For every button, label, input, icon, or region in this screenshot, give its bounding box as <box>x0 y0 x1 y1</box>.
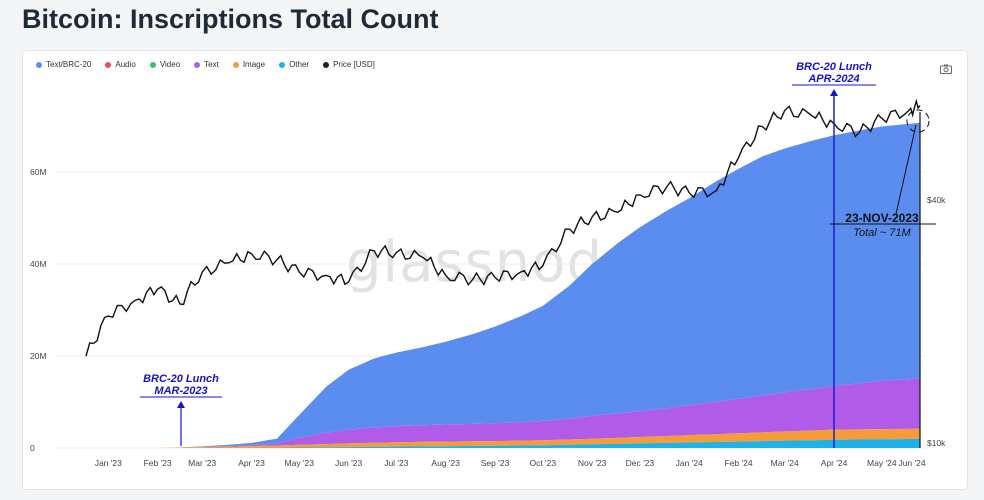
legend-swatch <box>232 61 239 68</box>
camera-icon[interactable] <box>940 64 952 74</box>
y-right-tick-label: $40k <box>927 195 946 205</box>
x-tick-label: Apr '24 <box>821 458 848 468</box>
x-tick-label: Dec '23 <box>626 458 655 468</box>
x-tick-label: Aug '23 <box>431 458 460 468</box>
price-line[interactable] <box>85 98 921 357</box>
legend-label: Other <box>289 60 310 69</box>
legend-swatch <box>105 61 112 68</box>
legend-item[interactable]: Video <box>149 60 181 69</box>
callout-total: Total ~ 71M <box>853 227 911 239</box>
legend-swatch <box>149 61 156 68</box>
legend-item[interactable]: Text/BRC-20 <box>36 60 91 69</box>
legend-item[interactable]: Other <box>279 60 309 69</box>
y-tick-label: 0 <box>30 443 35 453</box>
area-series <box>86 122 920 449</box>
y-tick-label: 60M <box>30 167 47 177</box>
legend-swatch <box>36 61 42 68</box>
area-text[interactable] <box>86 378 920 448</box>
legend-item[interactable]: Text <box>194 60 219 69</box>
x-tick-label: Oct '23 <box>529 458 556 468</box>
page-title: Bitcoin: Inscriptions Total Count <box>22 4 439 34</box>
x-tick-label: Jun '24 <box>898 458 925 468</box>
x-tick-label: May '23 <box>285 458 315 468</box>
x-tick-label: Mar '24 <box>771 458 799 468</box>
annotation-brc20-2024-line1: BRC-20 Lunch <box>796 61 872 73</box>
annotation-brc20-2024-line2: APR-2024 <box>807 73 859 85</box>
x-tick-label: Feb '23 <box>144 458 172 468</box>
area-text-brc-20[interactable] <box>86 122 920 449</box>
legend-item[interactable]: Audio <box>105 60 136 69</box>
legend-item[interactable]: Price [USD] <box>323 60 375 69</box>
y-tick-label: 20M <box>30 351 47 361</box>
callout-circle <box>906 109 930 133</box>
annotations: BRC-20 Lunch MAR-2023 BRC-20 Lunch APR-2… <box>140 61 936 448</box>
x-tick-label: Nov '23 <box>578 458 607 468</box>
price-series <box>85 98 921 357</box>
chart-legend: Text/BRC-20 Audio Video Text Image Other… <box>36 60 375 69</box>
legend-label: Price [USD] <box>333 60 375 69</box>
axis-ticks: Jan '23 Feb '23 Mar '23 Apr '23 May '23 Jun '… <box>30 167 946 468</box>
x-tick-label: Jan '24 <box>676 458 703 468</box>
callout-date: 23-NOV-2023 <box>845 211 919 225</box>
x-tick-label: Jun '23 <box>335 458 362 468</box>
area-image[interactable] <box>86 428 920 448</box>
x-tick-label: Mar '23 <box>188 458 216 468</box>
x-tick-label: Sep '23 <box>481 458 510 468</box>
area-other[interactable] <box>86 438 920 448</box>
legend-label: Text/BRC-20 <box>46 60 92 69</box>
legend-label: Text <box>204 60 219 69</box>
legend-item[interactable]: Image <box>232 60 266 69</box>
arrow-head <box>830 89 838 96</box>
annotation-brc20-2023-line2: MAR-2023 <box>154 385 207 397</box>
x-tick-label: Jul '23 <box>384 458 409 468</box>
x-tick-label: Feb '24 <box>725 458 753 468</box>
y-tick-label: 40M <box>30 259 47 269</box>
legend-label: Audio <box>115 60 136 69</box>
y-right-tick-label: $10k <box>927 438 946 448</box>
arrow-head <box>177 401 185 408</box>
x-tick-label: Apr '23 <box>238 458 265 468</box>
annotation-brc20-2023-line1: BRC-20 Lunch <box>143 373 219 385</box>
legend-swatch <box>279 61 286 68</box>
legend-swatch <box>194 61 201 68</box>
legend-label: Video <box>159 60 181 69</box>
callout-pointer <box>895 124 917 215</box>
legend-label: Image <box>242 60 266 69</box>
x-tick-label: Jan '23 <box>95 458 122 468</box>
x-tick-label: May '24 <box>867 458 897 468</box>
legend-swatch <box>323 61 330 68</box>
